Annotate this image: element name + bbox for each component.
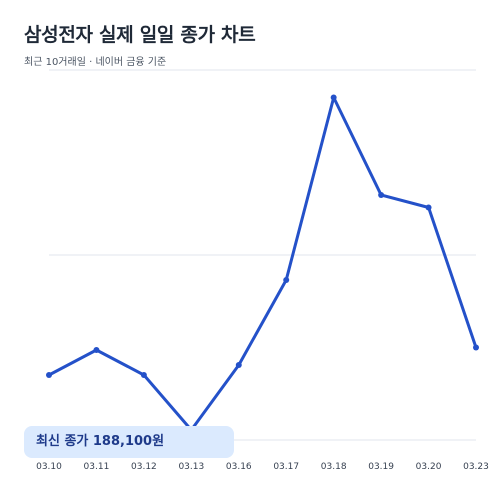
gridlines	[49, 69, 476, 441]
x-tick-label: 03.18	[321, 462, 347, 472]
data-point-03.17	[283, 277, 290, 283]
data-points	[46, 94, 479, 433]
latest-close-badge: 최신 종가 188,100원	[24, 426, 234, 458]
x-tick-label: 03.12	[131, 462, 157, 472]
data-point-03.18	[330, 94, 337, 101]
x-tick-label: 03.17	[273, 462, 299, 472]
x-tick-label: 03.11	[84, 462, 110, 472]
chart-subtitle: 최근 10거래일 · 네이버 금융 기준	[24, 57, 167, 68]
x-axis-ticks: 03.10 03.11 03.12 03.13 03.16 03.17 03.18 03.19…	[36, 462, 489, 472]
series-line	[47, 96, 478, 432]
x-tick-label: 03.19	[368, 462, 394, 472]
data-point-03.20	[425, 204, 432, 211]
data-point-03.12	[140, 372, 147, 378]
x-tick-label: 03.23	[463, 462, 489, 472]
data-point-03.10	[46, 372, 52, 378]
x-tick-label: 03.20	[416, 462, 442, 472]
chart-title: 삼성전자 실제 일일 종가 차트	[24, 24, 256, 46]
data-point-03.11	[93, 347, 100, 353]
data-point-03.16	[235, 362, 242, 368]
data-point-03.19	[378, 192, 385, 198]
data-point-03.23	[473, 344, 479, 351]
x-tick-label: 03.16	[226, 462, 252, 472]
x-tick-label: 03.13	[178, 462, 204, 472]
x-tick-label: 03.10	[36, 462, 62, 472]
series-line-layer	[47, 96, 478, 432]
